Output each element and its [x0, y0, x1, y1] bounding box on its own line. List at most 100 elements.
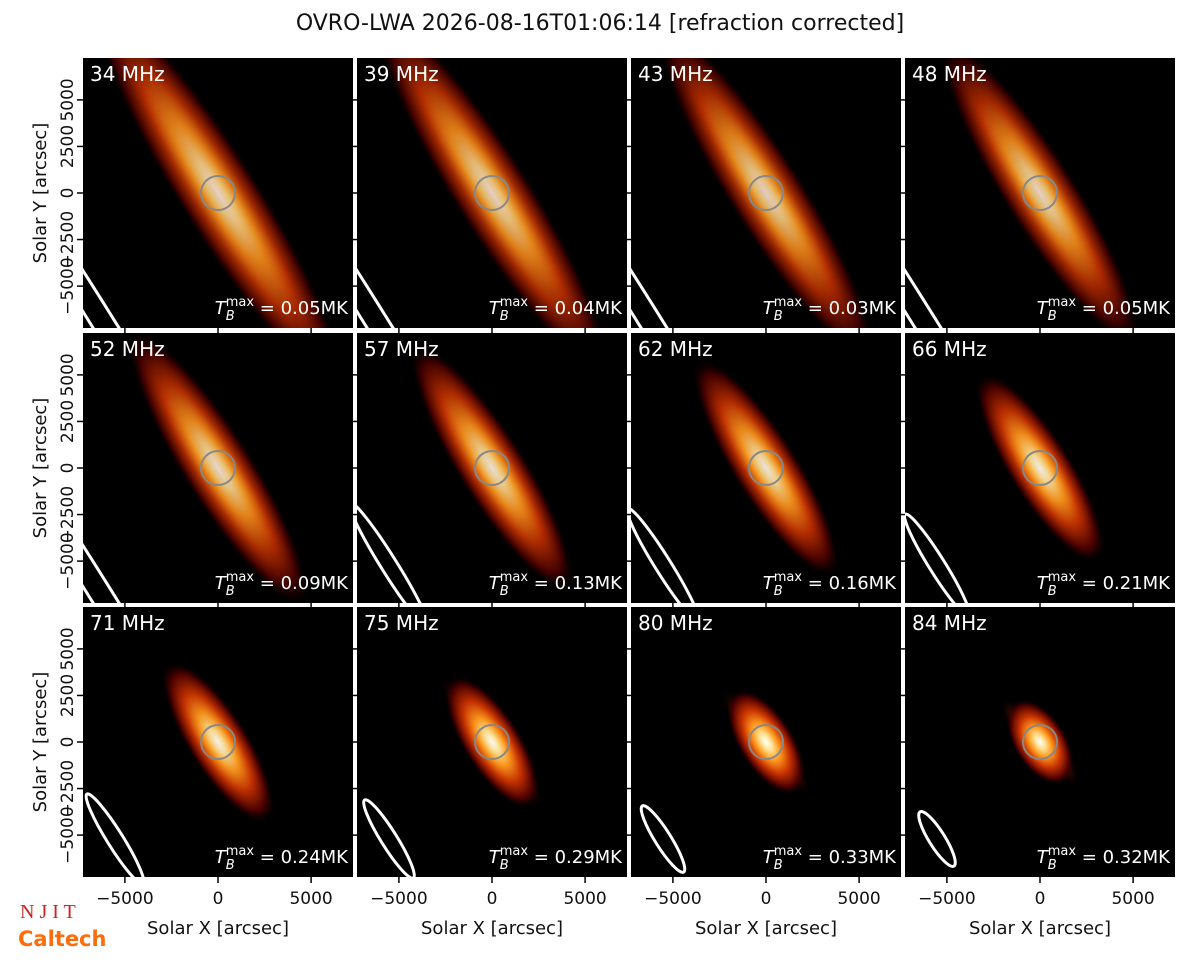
y-tick-label: −2500	[58, 760, 78, 818]
y-tick-label: 2500	[58, 400, 78, 443]
solar-disk	[200, 724, 236, 760]
solar-disk	[1022, 175, 1058, 211]
tb-label: TBmax = 0.09MK	[215, 570, 349, 599]
tb-part: 0.16MK	[829, 573, 898, 594]
beam	[631, 506, 701, 603]
x-tick-label: 0	[213, 889, 224, 909]
tb-part: max	[774, 844, 803, 859]
tb-part: max	[774, 570, 803, 585]
tb-label: TBmax = 0.03MK	[763, 295, 897, 324]
frequency-label: 66 MHz	[912, 337, 987, 361]
y-tick-label: −5000	[58, 532, 78, 590]
beam	[917, 810, 957, 868]
y-tick-label: 5000	[58, 627, 78, 670]
tb-label: TBmax = 0.29MK	[489, 844, 623, 873]
tb-part: B	[774, 584, 783, 599]
frequency-label: 80 MHz	[638, 611, 713, 635]
x-axis-label: Solar X [arcsec]	[695, 918, 837, 939]
frequency-label: 34 MHz	[90, 62, 165, 86]
tb-part: T	[763, 847, 776, 868]
panel	[631, 58, 901, 328]
tb-part: B	[500, 584, 509, 599]
solar-disk	[200, 175, 236, 211]
y-tick-label: 0	[58, 463, 78, 474]
x-tick-label: 5000	[289, 889, 332, 909]
x-tick-label: 0	[1035, 889, 1046, 909]
panel	[83, 58, 353, 328]
x-tick-label: −5000	[918, 889, 976, 909]
tb-part: max	[500, 570, 529, 585]
tb-part: max	[226, 844, 255, 859]
panel	[631, 333, 901, 603]
y-tick-label: −5000	[58, 806, 78, 864]
x-tick-label: −5000	[370, 889, 428, 909]
tb-part: max	[1048, 844, 1077, 859]
tb-part: 0.03MK	[829, 298, 898, 319]
x-tick-label: 5000	[837, 889, 880, 909]
figure-title: OVRO-LWA 2026-08-16T01:06:14 [refraction…	[296, 11, 904, 36]
panel	[357, 333, 627, 603]
y-tick-label: 5000	[58, 353, 78, 396]
y-axis-label: Solar Y [arcsec]	[30, 672, 51, 813]
x-tick-label: −5000	[96, 889, 154, 909]
solar-disk	[1022, 724, 1058, 760]
tb-part: T	[215, 847, 228, 868]
tb-part: max	[774, 295, 803, 310]
tb-part: T	[215, 573, 228, 594]
beam	[83, 109, 238, 328]
panel	[357, 607, 627, 877]
panel	[631, 607, 901, 877]
emission	[91, 58, 345, 328]
emission	[657, 58, 875, 328]
y-tick-label: 0	[58, 737, 78, 748]
beam	[905, 512, 972, 603]
tb-part: B	[226, 309, 235, 324]
tb-part: T	[763, 298, 776, 319]
tb-part: 0.05MK	[1103, 298, 1172, 319]
tb-part: T	[763, 573, 776, 594]
tb-part: T	[1037, 573, 1050, 594]
tb-part: max	[500, 844, 529, 859]
frequency-label: 75 MHz	[364, 611, 439, 635]
tb-part: B	[774, 858, 783, 873]
solar-disk	[474, 175, 510, 211]
emission	[940, 58, 1140, 328]
tb-label: TBmax = 0.05MK	[215, 295, 349, 324]
x-axis-label: Solar X [arcsec]	[421, 918, 563, 939]
frequency-label: 43 MHz	[638, 62, 713, 86]
panel	[905, 607, 1175, 877]
solar-disk	[748, 450, 784, 486]
tb-part: 0.29MK	[555, 847, 624, 868]
frequency-label: 57 MHz	[364, 337, 439, 361]
tb-part: =	[254, 573, 281, 594]
emission	[1005, 698, 1075, 786]
y-axis-label: Solar Y [arcsec]	[30, 123, 51, 264]
tb-label: TBmax = 0.13MK	[489, 570, 623, 599]
tb-part: max	[500, 295, 529, 310]
beam	[639, 804, 687, 874]
tb-part: B	[774, 309, 783, 324]
tb-part: =	[254, 847, 281, 868]
tb-label: TBmax = 0.05MK	[1037, 295, 1171, 324]
tb-part: =	[528, 847, 555, 868]
tb-part: B	[500, 858, 509, 873]
tb-part: T	[1037, 298, 1050, 319]
emission	[161, 660, 275, 824]
tb-part: T	[215, 298, 228, 319]
tb-part: 0.04MK	[555, 298, 624, 319]
tb-part: =	[528, 298, 555, 319]
solar-disk	[200, 450, 236, 486]
emission	[726, 688, 806, 796]
panel	[905, 58, 1175, 328]
tb-part: =	[1076, 298, 1103, 319]
x-tick-label: 5000	[1111, 889, 1154, 909]
beam	[83, 384, 238, 603]
tb-part: =	[802, 298, 829, 319]
tb-part: B	[226, 858, 235, 873]
beam	[357, 500, 431, 603]
tb-part: T	[489, 847, 502, 868]
panel	[83, 607, 353, 877]
logo-caltech: Caltech	[18, 927, 106, 951]
x-tick-label: 0	[761, 889, 772, 909]
